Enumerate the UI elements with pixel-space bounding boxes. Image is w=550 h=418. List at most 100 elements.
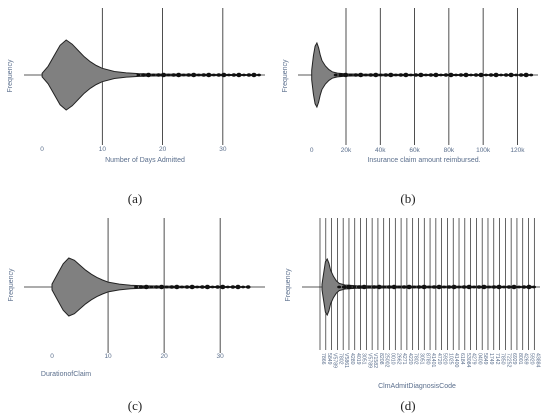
x-tick-label: 4279 <box>471 353 477 365</box>
outlier-point <box>154 285 159 289</box>
outlier-point <box>423 73 428 77</box>
outlier-point <box>478 72 484 78</box>
x-tick-label: 5920 <box>529 353 535 365</box>
x-tick-label: 2662 <box>395 353 401 365</box>
outlier-point <box>205 72 212 78</box>
outlier-point <box>241 73 246 77</box>
outlier-point <box>158 284 165 290</box>
outlier-point <box>413 73 419 77</box>
x-tick-label: 4269 <box>523 353 529 365</box>
outlier-point <box>418 72 424 78</box>
x-tick-label: 0 <box>50 353 54 360</box>
outlier-point <box>199 285 205 289</box>
x-tick-label: 6929 <box>511 353 517 365</box>
outlier-point <box>160 72 167 78</box>
outlier-point <box>461 285 467 289</box>
outlier-point <box>251 72 257 78</box>
outlier-point <box>156 73 161 77</box>
outlier-point <box>463 72 469 78</box>
outlier-point <box>190 72 197 78</box>
x-tick-label: 80k <box>444 147 455 154</box>
y-axis-title: Frequency <box>8 268 15 302</box>
outlier-point <box>134 285 139 289</box>
outlier-point <box>376 284 382 290</box>
outlier-point <box>230 285 236 289</box>
x-tick-label: 1025 <box>447 353 453 365</box>
outlier-point <box>201 73 207 77</box>
outlier-point <box>196 73 201 77</box>
outlier-point <box>169 285 175 289</box>
outlier-point <box>393 73 398 77</box>
x-tick-label: 7802 <box>413 353 419 365</box>
outlier-point <box>141 73 146 77</box>
outlier-point <box>337 285 342 289</box>
outlier-point <box>352 285 357 289</box>
outlier-point <box>136 73 141 77</box>
outlier-point <box>391 284 397 290</box>
x-tick-label: 7866 <box>320 353 326 365</box>
x-tick-label: 4271 <box>401 353 407 365</box>
x-tick-label: 3051 <box>418 353 424 365</box>
outlier-point <box>472 285 477 289</box>
outlier-point <box>346 284 352 290</box>
outlier-point <box>225 285 230 289</box>
panel-a: 0 10 20 30 Number of Days Admitted Frequenc… <box>7 8 265 206</box>
panel-caption: (c) <box>128 398 142 413</box>
outlier-point <box>484 73 489 77</box>
outlier-point <box>442 285 447 289</box>
x-tick-label: 60k <box>409 147 420 154</box>
x-tick-label: 20 <box>160 353 168 360</box>
outlier-point <box>493 72 499 78</box>
x-tick-label: 40k <box>375 147 386 154</box>
panel-d: 7866 5849 V5789 7802 V5861 4280 4019 3051 V5789 V… <box>285 218 540 413</box>
x-tick-label: V5789 <box>366 353 372 368</box>
outlier-point <box>211 73 216 77</box>
outlier-point <box>508 72 514 78</box>
outlier-point <box>367 285 372 289</box>
outlier-point <box>431 285 437 289</box>
outlier-point <box>383 73 389 77</box>
outlier-point <box>143 284 150 290</box>
outlier-point <box>487 285 492 289</box>
x-tick-label: V5861 <box>343 353 349 368</box>
outlier-point <box>403 72 409 78</box>
outlier-point <box>388 72 394 78</box>
outlier-point <box>466 284 472 290</box>
outlier-point <box>473 73 479 77</box>
outlier-point <box>195 285 200 289</box>
outlier-point <box>502 285 507 289</box>
x-tick-label: 120k <box>510 147 525 154</box>
outlier-point <box>406 284 412 290</box>
outlier-point <box>416 285 422 289</box>
outlier-point <box>397 285 402 289</box>
outlier-point <box>184 285 190 289</box>
x-tick-label: 43884 <box>534 353 540 368</box>
outlier-point <box>488 73 494 77</box>
outlier-point <box>166 73 171 77</box>
x-tick-label: 30 <box>217 353 225 360</box>
x-tick-label: 8208 <box>378 353 384 365</box>
outlier-point <box>514 73 519 77</box>
x-tick-label: 4280 <box>349 353 355 365</box>
outlier-point <box>149 285 154 289</box>
outlier-point <box>341 285 347 289</box>
x-axis-title: DurationofClaim <box>41 371 91 378</box>
x-tick-label: 10 <box>99 146 107 153</box>
outlier-point <box>256 73 261 77</box>
outlier-point <box>348 73 353 77</box>
x-tick-label: 5849 <box>326 353 332 365</box>
outlier-point <box>412 285 417 289</box>
outlier-point <box>241 285 246 289</box>
outlier-point <box>529 73 534 77</box>
outlier-point <box>378 73 383 77</box>
outlier-point <box>171 73 177 77</box>
outlier-point <box>443 73 449 77</box>
outlier-point <box>523 72 529 78</box>
y-axis-title: Frequency <box>7 59 14 93</box>
outlier-point <box>526 284 532 290</box>
x-tick-label: 4019 <box>355 353 361 365</box>
outlier-point <box>226 73 231 77</box>
x-tick-label: 72252 <box>505 353 511 368</box>
x-tick-label: 8001 <box>517 353 523 365</box>
